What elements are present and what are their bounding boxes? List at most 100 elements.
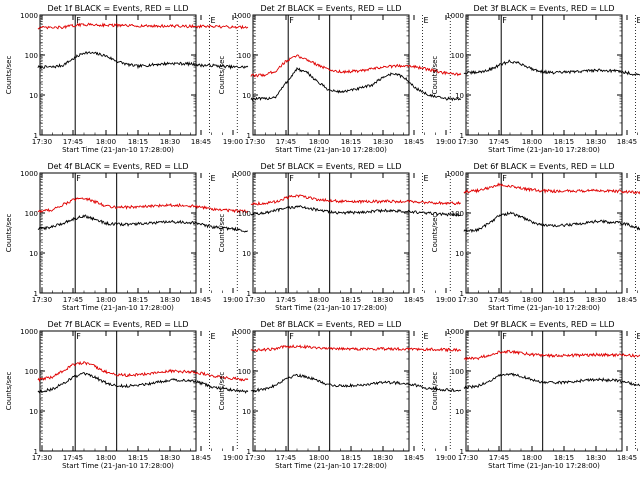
y-axis-label: Counts/sec [431, 372, 439, 411]
interval-marker-f: F [289, 16, 294, 25]
y-tick-label: 1000 [20, 170, 38, 178]
y-tick-label: 1 [460, 132, 464, 140]
y-tick-label: 1 [460, 448, 464, 456]
x-tick-label: 18:00 [309, 138, 329, 146]
x-tick-label: 18:30 [586, 138, 606, 146]
series-line-events [463, 211, 640, 234]
interval-marker-f: F [76, 332, 81, 341]
x-tick-label: 17:45 [489, 454, 509, 462]
series-line-events [37, 214, 249, 233]
interval-marker-f: F [289, 332, 294, 341]
x-tick-label: 17:30 [245, 138, 265, 146]
x-tick-label: 18:15 [128, 138, 148, 146]
series-line-lld [463, 182, 640, 195]
y-tick-label: 1 [247, 290, 251, 298]
y-tick-label: 1 [34, 448, 38, 456]
plot-frame [465, 330, 623, 452]
plot-frame [465, 172, 623, 294]
series-line-events [37, 371, 249, 394]
series-line-lld [37, 22, 249, 30]
y-tick-label: 100 [25, 210, 38, 218]
series-line-events [250, 67, 462, 102]
y-tick-label: 10 [455, 92, 464, 100]
x-tick-label: 18:00 [96, 138, 116, 146]
x-tick-label: 18:30 [586, 296, 606, 304]
interval-marker-f: F [502, 16, 507, 25]
x-axis-label: Start Time (21-Jan-10 17:28:00) [275, 462, 387, 470]
y-axis-label: Counts/sec [431, 56, 439, 95]
x-tick-label: 18:15 [554, 296, 574, 304]
interval-marker-f: F [76, 174, 81, 183]
detector-panel-3: Det 3f BLACK = Events, RED = LLD 1 10 100 10… [431, 4, 640, 154]
x-tick-label: 18:30 [160, 296, 180, 304]
y-axis-label: Counts/sec [431, 214, 439, 253]
x-tick-label: 18:15 [128, 454, 148, 462]
x-tick-label: 17:30 [458, 454, 478, 462]
y-tick-label: 1000 [20, 12, 38, 20]
x-tick-label: 18:15 [341, 138, 361, 146]
panel-title: Det 7f BLACK = Events, RED = LLD [47, 320, 188, 329]
interval-marker-e: E [637, 16, 640, 25]
x-tick-label: 18:45 [191, 454, 211, 462]
x-tick-label: 18:30 [586, 454, 606, 462]
x-tick-label: 18:00 [522, 138, 542, 146]
x-tick-label: 17:45 [63, 138, 83, 146]
series-line-lld [250, 344, 462, 353]
series-line-events [37, 51, 249, 70]
x-tick-label: 18:00 [522, 454, 542, 462]
x-tick-label: 19:00 [223, 454, 243, 462]
x-tick-label: 17:45 [276, 138, 296, 146]
y-tick-label: 1000 [446, 328, 464, 336]
y-tick-label: 100 [451, 52, 464, 60]
y-tick-label: 10 [242, 250, 251, 258]
y-tick-label: 100 [451, 368, 464, 376]
x-tick-label: 18:45 [404, 138, 424, 146]
x-tick-label: 18:45 [191, 296, 211, 304]
panel-title: Det 5f BLACK = Events, RED = LLD [260, 162, 401, 171]
plot-frame [39, 330, 197, 452]
panel-title: Det 3f BLACK = Events, RED = LLD [473, 4, 614, 13]
y-tick-label: 100 [25, 368, 38, 376]
y-tick-label: 100 [238, 368, 251, 376]
panel-title: Det 2f BLACK = Events, RED = LLD [260, 4, 401, 13]
x-tick-label: 18:45 [617, 138, 637, 146]
y-tick-label: 10 [455, 250, 464, 258]
plot-frame [465, 14, 623, 136]
detector-panel-9: Det 9f BLACK = Events, RED = LLD 1 10 100 10… [431, 320, 640, 470]
x-tick-label: 19:00 [436, 454, 456, 462]
interval-marker-f: F [76, 16, 81, 25]
x-tick-label: 19:00 [436, 296, 456, 304]
x-tick-label: 17:45 [276, 454, 296, 462]
x-tick-label: 19:00 [436, 138, 456, 146]
x-tick-label: 17:45 [63, 296, 83, 304]
panel-title: Det 1f BLACK = Events, RED = LLD [47, 4, 188, 13]
x-tick-label: 18:45 [617, 296, 637, 304]
x-tick-label: 17:30 [245, 296, 265, 304]
x-axis-label: Start Time (21-Jan-10 17:28:00) [488, 462, 600, 470]
series-line-lld [250, 194, 462, 206]
y-axis-label: Counts/sec [5, 372, 13, 411]
plot-frame [39, 172, 197, 294]
x-tick-label: 18:00 [522, 296, 542, 304]
x-axis-label: Start Time (21-Jan-10 17:28:00) [62, 304, 174, 312]
x-tick-label: 18:30 [373, 138, 393, 146]
x-tick-label: 18:30 [160, 138, 180, 146]
panel-title: Det 4f BLACK = Events, RED = LLD [47, 162, 188, 171]
plot-frame [252, 14, 410, 136]
detector-panel-6: Det 6f BLACK = Events, RED = LLD 1 10 100 10… [431, 162, 640, 312]
y-tick-label: 100 [25, 52, 38, 60]
x-tick-label: 17:45 [63, 454, 83, 462]
series-line-events [463, 59, 640, 76]
x-axis-label: Start Time (21-Jan-10 17:28:00) [488, 146, 600, 154]
y-tick-label: 1 [247, 132, 251, 140]
x-axis-label: Start Time (21-Jan-10 17:28:00) [275, 146, 387, 154]
x-tick-label: 17:30 [32, 138, 52, 146]
interval-marker-e: E [211, 332, 216, 341]
x-tick-label: 18:30 [160, 454, 180, 462]
series-line-lld [37, 197, 248, 214]
plot-frame [252, 172, 410, 294]
interval-marker-e: E [211, 16, 216, 25]
detector-panel-5: Det 5f BLACK = Events, RED = LLD 1 10 100 10… [218, 162, 462, 312]
x-tick-label: 17:45 [489, 138, 509, 146]
